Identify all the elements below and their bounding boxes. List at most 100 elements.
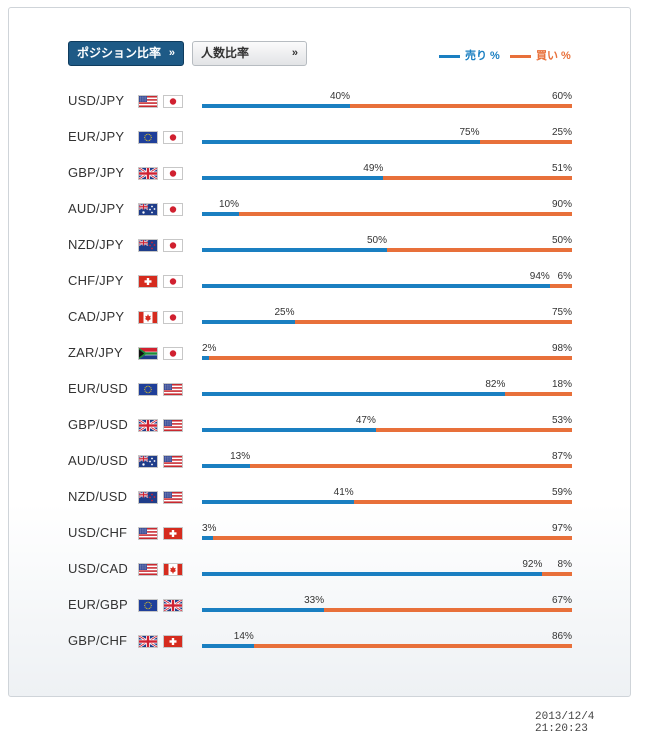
flag-ch-icon: [163, 635, 183, 648]
sell-pct-label-cad-jpy: 25%: [274, 307, 295, 318]
flag-jp-icon: [163, 167, 183, 180]
buy-pct-label-chf-jpy: 6%: [557, 271, 572, 282]
buy-bar-usd-jpy: [350, 104, 572, 108]
sell-pct-label-nzd-jpy: 50%: [366, 235, 387, 246]
buy-pct-label-aud-jpy: 90%: [551, 199, 572, 210]
sell-bar-nzd-usd: [202, 500, 354, 504]
flag-jp-icon: [163, 203, 183, 216]
sell-pct-label-aud-jpy: 10%: [218, 199, 239, 210]
flag-ch-icon: [163, 527, 183, 540]
flag-jp-icon: [163, 131, 183, 144]
legend-sell-label: 売り %: [465, 50, 500, 62]
sell-bar-eur-usd: [202, 392, 506, 396]
legend-buy-swatch: [510, 55, 531, 58]
flag-ch-icon: [138, 275, 158, 288]
buy-bar-aud-usd: [250, 464, 572, 468]
ratio-panel: [8, 7, 631, 697]
flag-au-icon: [138, 203, 158, 216]
flag-nz-icon: [138, 239, 158, 252]
buy-bar-cad-jpy: [294, 320, 572, 324]
legend-buy: 買い %: [510, 49, 580, 63]
pair-label-eur-jpy: EUR/JPY: [68, 129, 125, 144]
buy-bar-chf-jpy: [549, 284, 572, 288]
buy-bar-nzd-jpy: [387, 248, 572, 252]
flag-gb-icon: [138, 635, 158, 648]
tab-people-ratio[interactable]: 人数比率 »: [192, 41, 307, 66]
pair-label-usd-jpy: USD/JPY: [68, 93, 125, 108]
buy-pct-label-usd-cad: 8%: [557, 559, 572, 570]
pair-label-nzd-jpy: NZD/JPY: [68, 237, 124, 252]
buy-pct-label-gbp-chf: 86%: [551, 631, 572, 642]
sell-pct-label-gbp-jpy: 49%: [363, 163, 384, 174]
pair-label-gbp-chf: GBP/CHF: [68, 633, 128, 648]
tab-people-ratio-label: 人数比率: [201, 46, 250, 60]
flag-us-icon: [138, 95, 158, 108]
pair-label-eur-gbp: EUR/GBP: [68, 597, 128, 612]
flag-jp-icon: [163, 347, 183, 360]
flag-us-icon: [163, 491, 183, 504]
sell-bar-zar-jpy: [202, 356, 210, 360]
flag-jp-icon: [163, 311, 183, 324]
legend-buy-label: 買い %: [536, 50, 571, 62]
sell-pct-label-usd-jpy: 40%: [329, 91, 350, 102]
flag-jp-icon: [163, 239, 183, 252]
buy-bar-zar-jpy: [209, 356, 572, 360]
sell-pct-label-gbp-usd: 47%: [355, 415, 376, 426]
tab-position-ratio-label: ポジション比率: [77, 46, 162, 60]
buy-bar-eur-jpy: [479, 140, 572, 144]
buy-pct-label-usd-jpy: 60%: [551, 91, 572, 102]
sell-bar-cad-jpy: [202, 320, 295, 324]
buy-bar-eur-usd: [505, 392, 572, 396]
pair-label-usd-chf: USD/CHF: [68, 525, 128, 540]
flag-gb-icon: [138, 167, 158, 180]
buy-pct-label-zar-jpy: 98%: [551, 343, 572, 354]
legend-sell-swatch: [439, 55, 460, 58]
pair-label-aud-jpy: AUD/JPY: [68, 201, 125, 216]
flag-za-icon: [138, 347, 158, 360]
sell-pct-label-eur-jpy: 75%: [459, 127, 480, 138]
sell-pct-label-aud-usd: 13%: [230, 451, 251, 462]
sell-bar-eur-jpy: [202, 140, 480, 144]
sell-pct-label-gbp-chf: 14%: [233, 631, 254, 642]
pair-label-gbp-usd: GBP/USD: [68, 417, 128, 432]
flag-us-icon: [163, 419, 183, 432]
buy-pct-label-nzd-jpy: 50%: [551, 235, 572, 246]
buy-bar-aud-jpy: [239, 212, 572, 216]
sell-bar-usd-jpy: [202, 104, 350, 108]
buy-bar-gbp-usd: [375, 428, 572, 432]
sell-bar-usd-cad: [202, 572, 543, 576]
sell-pct-label-nzd-usd: 41%: [333, 487, 354, 498]
double-chevron-down-icon: »: [168, 47, 175, 59]
sell-bar-aud-usd: [202, 464, 251, 468]
pair-label-chf-jpy: CHF/JPY: [68, 273, 124, 288]
buy-bar-usd-chf: [213, 536, 572, 540]
flag-jp-icon: [163, 275, 183, 288]
pair-label-usd-cad: USD/CAD: [68, 561, 128, 576]
buy-pct-label-eur-gbp: 67%: [551, 595, 572, 606]
flag-jp-icon: [163, 95, 183, 108]
sell-bar-eur-gbp: [202, 608, 325, 612]
flag-eu-icon: [138, 383, 158, 396]
sell-pct-label-eur-gbp: 33%: [304, 595, 325, 606]
sell-bar-gbp-chf: [202, 644, 254, 648]
sell-pct-label-zar-jpy: 2%: [202, 343, 217, 354]
pair-label-nzd-usd: NZD/USD: [68, 489, 128, 504]
flag-eu-icon: [138, 131, 158, 144]
legend-sell: 売り %: [439, 49, 509, 63]
buy-pct-label-eur-jpy: 25%: [551, 127, 572, 138]
flag-us-icon: [163, 455, 183, 468]
sell-pct-label-chf-jpy: 94%: [529, 271, 550, 282]
flag-ca-icon: [163, 563, 183, 576]
buy-pct-label-gbp-usd: 53%: [551, 415, 572, 426]
pair-label-eur-usd: EUR/USD: [68, 381, 128, 396]
tab-position-ratio[interactable]: ポジション比率 »: [68, 41, 184, 66]
buy-bar-usd-cad: [542, 572, 572, 576]
buy-bar-gbp-jpy: [383, 176, 572, 180]
buy-pct-label-eur-usd: 18%: [551, 379, 572, 390]
flag-us-icon: [138, 563, 158, 576]
buy-pct-label-aud-usd: 87%: [551, 451, 572, 462]
flag-eu-icon: [138, 599, 158, 612]
sell-bar-gbp-usd: [202, 428, 376, 432]
buy-pct-label-usd-chf: 97%: [551, 523, 572, 534]
buy-pct-label-cad-jpy: 75%: [551, 307, 572, 318]
